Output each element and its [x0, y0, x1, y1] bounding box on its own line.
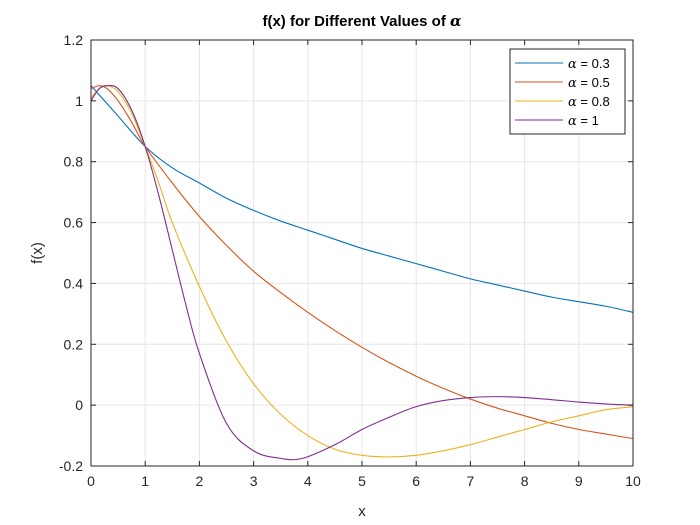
- x-tick-label: 2: [196, 473, 204, 489]
- series-layer: [90, 84, 634, 461]
- legend-alpha-symbol: α: [568, 57, 577, 72]
- x-tick-label: 9: [575, 473, 583, 489]
- x-tick-label: 7: [467, 473, 475, 489]
- legend-entry-3: α = 0.8: [568, 94, 610, 110]
- legend-value: = 1: [577, 113, 599, 128]
- legend-entry-2: α = 0.5: [568, 75, 610, 91]
- x-tick-label: 1: [141, 473, 149, 489]
- legend-value: = 0.3: [577, 56, 610, 71]
- ticks: 0 1 2 3 4 5 6 7 8 9 10-0.200.20.40.60.811.2: [59, 32, 641, 489]
- y-tick-label: 0.2: [64, 336, 84, 352]
- legend-alpha-symbol: α: [568, 114, 577, 129]
- legend-value: = 0.8: [577, 94, 610, 109]
- y-tick-label: -0.2: [59, 458, 83, 474]
- legend-entry-1: α = 0.3: [568, 56, 610, 72]
- legend: α = 0.3α = 0.5α = 0.8α = 1: [509, 48, 626, 135]
- y-axis-label: f(x): [29, 242, 46, 264]
- y-tick-label: 0.6: [64, 215, 84, 231]
- x-tick-label: 0: [87, 473, 95, 489]
- y-tick-label: 0.4: [64, 275, 84, 291]
- x-tick-label: 3: [250, 473, 258, 489]
- chart-title: f(x) for Different Values of α: [262, 12, 462, 30]
- x-tick-label: 4: [304, 473, 312, 489]
- x-axis-label: x: [358, 503, 366, 520]
- series-line-4: [90, 84, 634, 461]
- series-line-1: [90, 85, 634, 313]
- legend-value: = 0.5: [577, 75, 610, 90]
- series-line-3: [90, 84, 634, 458]
- x-tick-label: 5: [358, 473, 366, 489]
- y-tick-label: 0: [75, 397, 83, 413]
- legend-alpha-symbol: α: [568, 95, 577, 110]
- legend-alpha-symbol: α: [568, 76, 577, 91]
- x-tick-label: 8: [521, 473, 529, 489]
- series-line-2: [90, 85, 634, 440]
- legend-entry-4: α = 1: [568, 113, 599, 129]
- y-tick-label: 1: [75, 93, 83, 109]
- y-tick-label: 0.8: [64, 154, 84, 170]
- y-tick-label: 1.2: [64, 32, 84, 48]
- x-tick-label: 6: [412, 473, 420, 489]
- x-tick-label: 10: [625, 473, 641, 489]
